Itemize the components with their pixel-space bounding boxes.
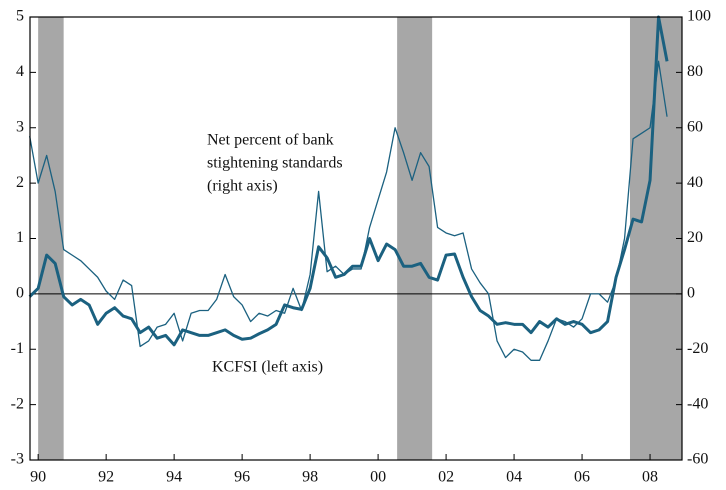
y-tick-label: 2 <box>16 174 24 191</box>
y2-tick-label: 100 <box>687 8 711 25</box>
x-tick-label: 08 <box>642 469 658 486</box>
x-tick-label: 00 <box>370 469 386 486</box>
x-tick-label: 04 <box>506 469 522 486</box>
y2-tick-label: 20 <box>687 229 703 246</box>
y-tick-label: -2 <box>11 395 24 412</box>
y-tick-label: 4 <box>16 63 24 80</box>
y2-tick-label: 40 <box>687 174 703 191</box>
y-tick-label: -1 <box>11 340 24 357</box>
annotation: (right axis) <box>207 178 278 195</box>
series-line <box>28 15 669 347</box>
y-tick-label: 1 <box>16 229 24 246</box>
y2-tick-label: 60 <box>687 118 703 135</box>
annotation: KCFSI (left axis) <box>212 359 323 376</box>
x-tick-label: 98 <box>302 469 318 486</box>
x-tick-label: 06 <box>574 469 590 486</box>
annotation: stightening standards <box>207 155 343 172</box>
x-tick-label: 02 <box>438 469 454 486</box>
x-tick-label: 94 <box>166 469 182 486</box>
x-tick-label: 90 <box>30 469 46 486</box>
y-tick-label: 5 <box>16 8 24 25</box>
y2-tick-label: 80 <box>687 63 703 80</box>
plot-frame <box>29 16 683 461</box>
annotation: Net percent of bank <box>207 132 334 149</box>
series-line <box>29 60 668 361</box>
x-tick-label: 96 <box>234 469 250 486</box>
y-tick-label: -3 <box>11 451 24 468</box>
y2-tick-label: -20 <box>687 340 708 357</box>
y2-tick-label: -60 <box>687 451 708 468</box>
y-tick-label: 3 <box>16 118 24 135</box>
y2-tick-label: -40 <box>687 395 708 412</box>
x-tick-label: 92 <box>98 469 114 486</box>
y-tick-label: 0 <box>16 285 24 302</box>
y2-tick-label: 0 <box>687 285 695 302</box>
recession-band <box>397 17 433 460</box>
recession-band <box>38 17 64 460</box>
